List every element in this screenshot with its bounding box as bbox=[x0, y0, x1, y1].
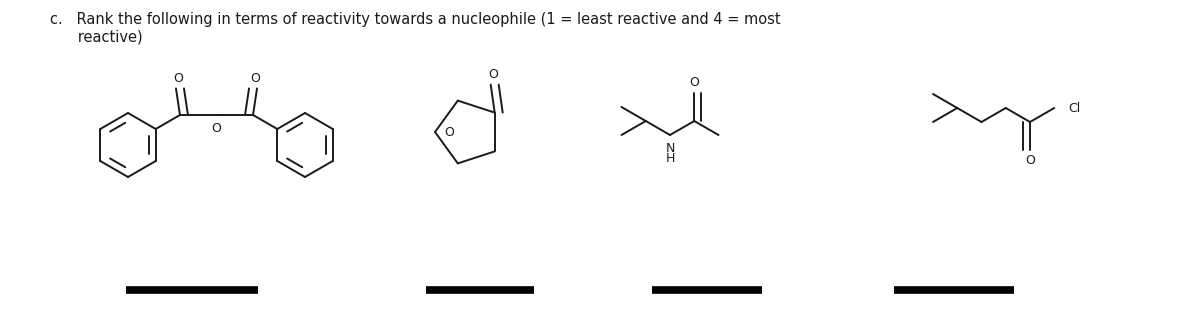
Text: O: O bbox=[250, 72, 260, 85]
Text: O: O bbox=[487, 68, 498, 81]
Text: reactive): reactive) bbox=[50, 29, 143, 44]
Text: N: N bbox=[665, 142, 674, 154]
Text: O: O bbox=[211, 123, 222, 135]
Text: O: O bbox=[689, 76, 700, 90]
Text: O: O bbox=[444, 125, 454, 139]
Text: H: H bbox=[665, 153, 674, 165]
Text: O: O bbox=[1025, 154, 1034, 167]
Text: Cl: Cl bbox=[1068, 101, 1080, 115]
Text: c.   Rank the following in terms of reactivity towards a nucleophile (1 = least : c. Rank the following in terms of reacti… bbox=[50, 12, 781, 27]
Text: O: O bbox=[173, 72, 182, 85]
